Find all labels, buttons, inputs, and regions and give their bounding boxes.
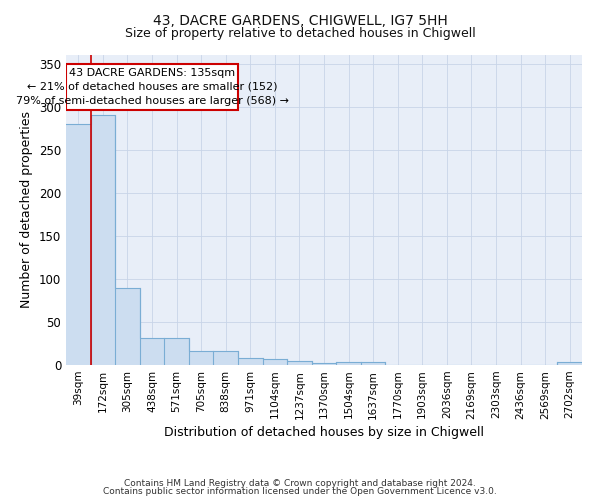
FancyBboxPatch shape bbox=[66, 64, 238, 110]
Text: Contains HM Land Registry data © Crown copyright and database right 2024.: Contains HM Land Registry data © Crown c… bbox=[124, 478, 476, 488]
Text: Size of property relative to detached houses in Chigwell: Size of property relative to detached ho… bbox=[125, 28, 475, 40]
Text: 43 DACRE GARDENS: 135sqm
← 21% of detached houses are smaller (152)
79% of semi-: 43 DACRE GARDENS: 135sqm ← 21% of detach… bbox=[16, 68, 289, 106]
Text: 43, DACRE GARDENS, CHIGWELL, IG7 5HH: 43, DACRE GARDENS, CHIGWELL, IG7 5HH bbox=[152, 14, 448, 28]
Y-axis label: Number of detached properties: Number of detached properties bbox=[20, 112, 34, 308]
X-axis label: Distribution of detached houses by size in Chigwell: Distribution of detached houses by size … bbox=[164, 426, 484, 438]
Text: Contains public sector information licensed under the Open Government Licence v3: Contains public sector information licen… bbox=[103, 487, 497, 496]
